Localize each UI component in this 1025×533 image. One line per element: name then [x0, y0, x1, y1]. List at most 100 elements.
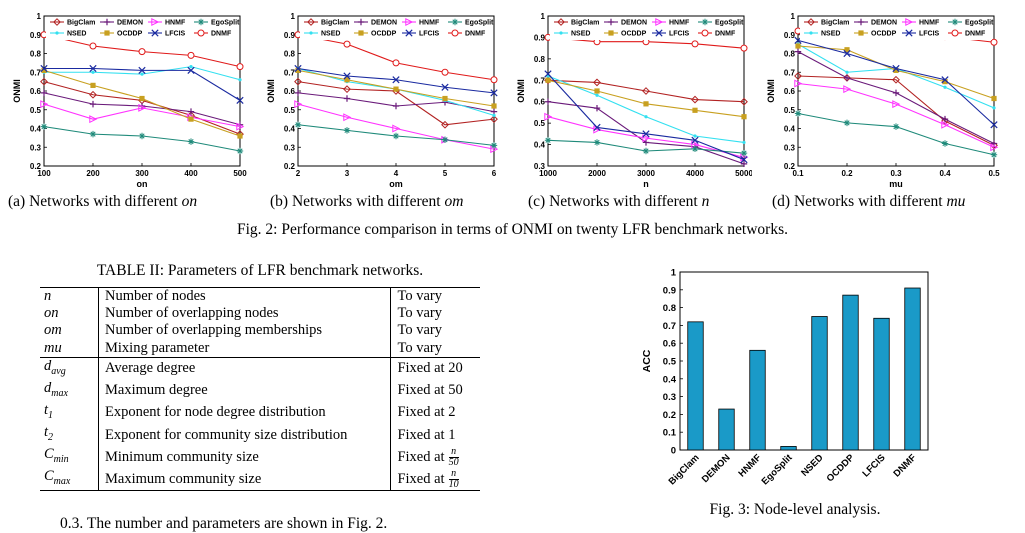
x-tick-label: 200 — [86, 169, 100, 178]
bar-demon — [718, 408, 735, 451]
data-point — [138, 66, 146, 74]
series-dnmf — [294, 31, 498, 84]
y-tick-label: 0.2 — [30, 162, 42, 171]
y-tick-label: 0.5 — [30, 106, 42, 115]
y-tick-label: 0.9 — [784, 31, 796, 40]
x-tick-label: 2000 — [588, 169, 606, 178]
data-point — [392, 102, 400, 110]
y-tick-label: 0.4 — [784, 125, 796, 134]
data-point — [40, 77, 48, 86]
data-point — [544, 70, 552, 78]
bar-lfcis — [873, 317, 890, 451]
series-lfcis — [794, 36, 998, 129]
data-point — [138, 48, 146, 56]
y-tick-label: 0.9 — [663, 285, 676, 296]
fraction: n 10 — [448, 467, 459, 490]
data-point — [41, 67, 47, 73]
legend-label: BigClam — [821, 20, 849, 27]
data-point — [843, 119, 851, 127]
y-axis-label: ACC — [641, 349, 653, 372]
data-point — [89, 130, 97, 138]
data-point — [742, 140, 746, 145]
legend-label: BigClam — [571, 20, 599, 27]
x-tick-label: 6 — [492, 169, 497, 178]
y-tick-label: 0.2 — [663, 410, 676, 421]
y-tick-label: 0.5 — [284, 106, 296, 115]
data-point — [187, 51, 195, 59]
legend-marker — [807, 18, 815, 26]
data-point — [990, 38, 998, 46]
data-point — [295, 67, 301, 73]
data-point — [941, 120, 950, 129]
data-point — [943, 85, 947, 89]
x-axis-label: on — [137, 179, 148, 189]
param-value: Fixed at 2 — [397, 404, 456, 421]
data-point — [442, 95, 448, 102]
x-tick-label: 0.1 — [792, 169, 804, 178]
x-tick-label: 500 — [233, 169, 247, 178]
legend-label: DNMF — [465, 31, 486, 38]
data-point — [545, 77, 551, 83]
legend-marker — [655, 17, 664, 27]
legend-marker — [151, 29, 159, 37]
data-point — [392, 76, 400, 84]
y-axis-label: ONMI — [516, 79, 526, 103]
series-hnmf — [40, 100, 245, 131]
x-axis-label: om — [389, 179, 403, 189]
bar-egosplit — [780, 446, 797, 451]
param-symbol: t1 — [44, 402, 54, 421]
legend: BigClam DEMON HNMF EgoSplit NSED OCDDP LFCIS DN… — [300, 17, 494, 40]
param-symbol: Cmin — [44, 446, 69, 466]
series-demon — [794, 48, 998, 147]
data-point — [138, 132, 146, 140]
legend-marker — [197, 18, 205, 26]
data-point — [236, 147, 244, 155]
x-tick-label: 100 — [37, 169, 51, 178]
data-point — [843, 85, 852, 94]
x-tick-label: 5 — [443, 169, 448, 178]
param-value: Fixed at n 50 — [397, 445, 459, 468]
data-point — [40, 64, 48, 73]
data-point — [490, 142, 498, 149]
legend: BigClam DEMON HNMF EgoSplit NSED OCDDP LFCIS DN… — [46, 17, 240, 40]
data-point — [991, 95, 997, 102]
y-axis-label: ONMI — [266, 79, 276, 103]
data-point — [441, 120, 449, 129]
series-ocddp — [545, 77, 747, 120]
legend-label: DEMON — [117, 20, 143, 27]
param-description: Minimum community size — [97, 446, 392, 469]
y-tick-label: 0.7 — [534, 76, 546, 85]
x-tick-label: 400 — [184, 169, 198, 178]
data-point — [40, 123, 48, 130]
bar-dnmf — [904, 287, 921, 451]
data-point — [294, 89, 302, 97]
y-tick-label: 0.4 — [534, 141, 546, 150]
y-tick-label: 0.3 — [284, 143, 296, 152]
legend-marker — [357, 18, 365, 26]
legend-label: DEMON — [871, 20, 897, 27]
x-tick-label: 0.2 — [841, 169, 853, 178]
legend-label: LFCIS — [419, 31, 440, 38]
figure-2b: 0.2 0.3 0.4 0.5 0.6 0.7 0.8 0.9 1 2 3 4 5 6 om ONMI BigC… — [262, 2, 502, 192]
param-description: Number of nodes — [97, 287, 392, 306]
x-tick-label: DNMF — [891, 452, 918, 479]
data-point — [89, 42, 97, 50]
data-point — [892, 100, 901, 109]
figure-2a: 0.2 0.3 0.4 0.5 0.6 0.7 0.8 0.9 1 100 200 300 400 500… — [8, 2, 248, 192]
data-point — [741, 114, 747, 120]
param-symbol: dmax — [44, 379, 68, 399]
table-row: on Number of overlapping nodes To vary — [40, 305, 480, 323]
data-point — [594, 88, 600, 94]
legend-label: DEMON — [621, 20, 647, 27]
table-2-caption: TABLE II: Parameters of LFR benchmark ne… — [96, 262, 424, 279]
data-point — [990, 151, 998, 158]
data-point — [236, 96, 244, 104]
y-tick-label: 0.4 — [663, 374, 677, 385]
data-point — [343, 72, 351, 80]
data-point — [343, 127, 351, 134]
legend-marker — [104, 30, 110, 36]
legend-marker — [309, 31, 313, 35]
data-point — [491, 103, 497, 109]
data-point — [392, 132, 400, 140]
y-tick-label: 0.3 — [663, 392, 676, 403]
